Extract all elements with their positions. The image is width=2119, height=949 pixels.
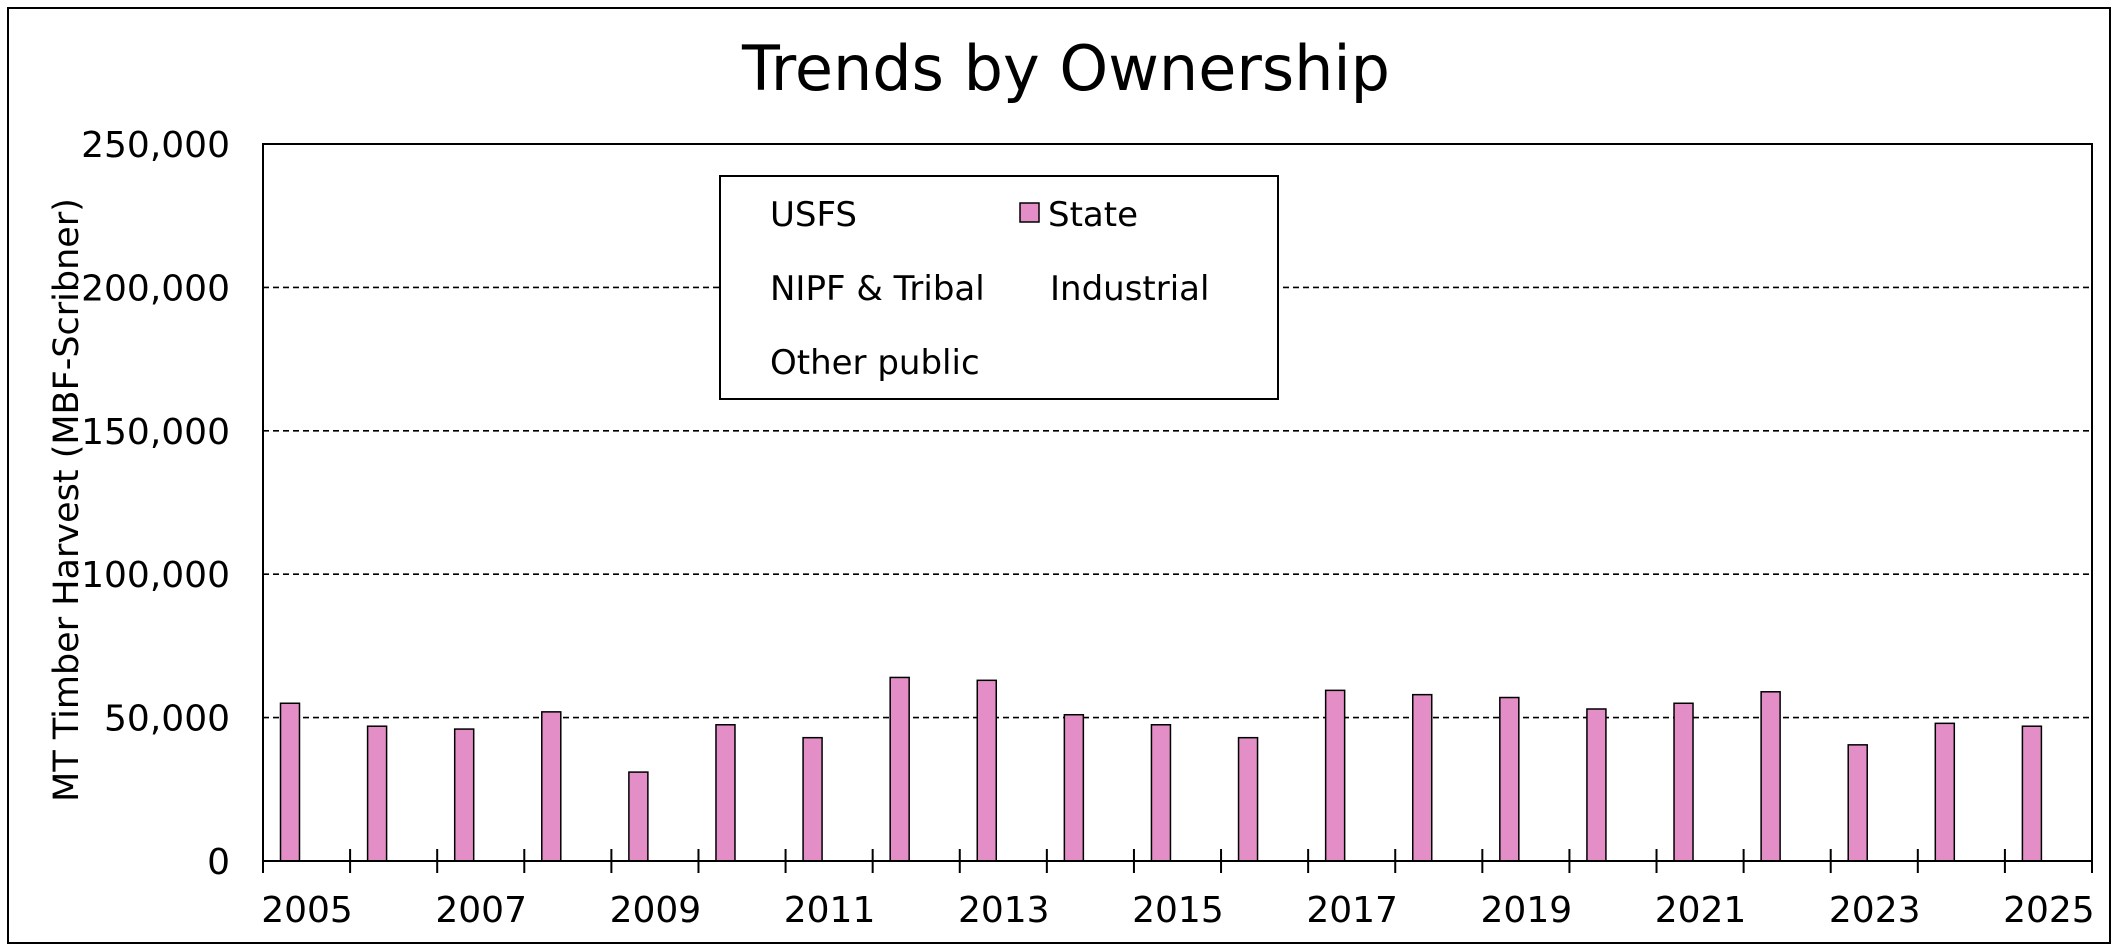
bar-2005	[279, 702, 301, 862]
bar-2023	[1847, 744, 1868, 862]
bar-2017	[1324, 689, 1346, 862]
x-tick-label: 2009	[610, 890, 702, 931]
legend-label-nipf-tribal: NIPF & Tribal	[770, 269, 985, 309]
y-tick-label: 200,000	[81, 268, 230, 309]
legend-swatch-state	[1019, 202, 1040, 223]
bar-2020	[1586, 708, 1607, 862]
x-tick-label: 2011	[784, 890, 876, 931]
legend-label-industrial: Industrial	[1050, 269, 1209, 309]
bar-2006	[366, 725, 388, 862]
bar-2015	[1150, 724, 1172, 862]
legend-box	[719, 175, 1279, 400]
y-tick-label: 150,000	[81, 412, 230, 453]
legend: USFS State NIPF & Tribal Industrial Othe…	[719, 175, 1279, 400]
legend-label-state: State	[1048, 195, 1138, 235]
bar-2016	[1237, 736, 1259, 862]
y-axis-label: MT Timber Harvest (MBF-Scribner)	[47, 198, 87, 802]
y-tick-label: 100,000	[81, 555, 230, 596]
bar-2024	[1934, 722, 1956, 862]
bar-2019	[1499, 696, 1520, 862]
x-tick-label: 2025	[2003, 890, 2095, 931]
bar-2010	[715, 724, 736, 862]
x-tick-label: 2013	[958, 890, 1050, 931]
y-tick-label: 50,000	[104, 699, 230, 740]
bar-2025	[2021, 725, 2043, 862]
bar-2021	[1673, 702, 1694, 862]
legend-label-usfs: USFS	[770, 195, 857, 235]
bar-2014	[1063, 713, 1085, 862]
legend-label-other-public: Other public	[770, 343, 980, 383]
y-tick-label: 250,000	[81, 125, 230, 166]
bar-2012	[889, 676, 910, 862]
chart-border	[7, 7, 2111, 944]
bar-2008	[541, 711, 562, 862]
chart-title: Trends by Ownership	[741, 32, 1390, 105]
x-tick-label: 2017	[1306, 890, 1398, 931]
bar-2018	[1411, 693, 1433, 862]
x-tick-label: 2019	[1481, 890, 1573, 931]
bar-2013	[976, 679, 998, 862]
bar-2009	[628, 771, 649, 862]
x-tick-label: 2021	[1655, 890, 1747, 931]
axes: 0 50,000 100,000 150,000 200,000 250,000 2005 2…	[81, 125, 2095, 931]
bar-2007	[453, 728, 475, 862]
x-tick-label: 2023	[1829, 890, 1921, 931]
x-tick-label: 2007	[435, 890, 527, 931]
x-tick-label: 2005	[261, 890, 353, 931]
bars	[279, 676, 2043, 862]
y-tick-label: 0	[207, 842, 230, 883]
plot-area	[262, 143, 2093, 862]
bar-2022	[1760, 691, 1781, 862]
bar-2011	[802, 736, 823, 862]
x-tick-label: 2015	[1132, 890, 1224, 931]
